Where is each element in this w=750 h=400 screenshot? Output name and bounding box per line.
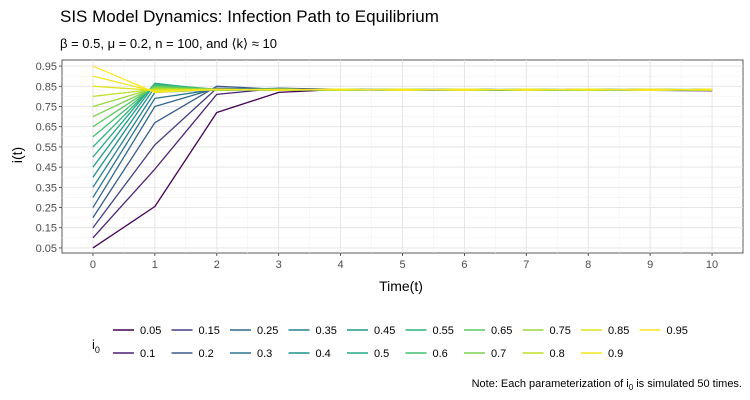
caption-after: is simulated 50 times.	[633, 378, 742, 390]
x-tick-label: 0	[90, 259, 96, 271]
subtitle-k-value: ≈ 10	[248, 36, 277, 51]
legend-label: 0.65	[491, 325, 512, 337]
y-tick-label: 0.85	[36, 81, 57, 93]
x-tick-labels: 0 1 2 3 4 5 6 7 8 9 10	[90, 259, 718, 271]
legend-title: i0	[92, 337, 100, 355]
x-axis-title: Time(t)	[379, 278, 423, 294]
x-tick-label: 6	[461, 259, 467, 271]
legend-label: 0.35	[316, 325, 337, 337]
y-tick-label: 0.45	[36, 162, 57, 174]
series-lines	[92, 65, 713, 249]
y-tick-label: 0.55	[36, 142, 57, 154]
x-tick-label: 10	[706, 259, 718, 271]
x-tick-label: 4	[338, 259, 344, 271]
subtitle-n: n = 100, and	[155, 36, 231, 51]
legend-label: 0.3	[257, 348, 272, 360]
y-tick-label: 0.05	[36, 243, 57, 255]
chart-subtitle: β = 0.5, μ = 0.2, n = 100, and ⟨k⟩ ≈ 10	[60, 36, 277, 51]
x-tick-label: 7	[523, 259, 529, 271]
x-tick-label: 9	[647, 259, 653, 271]
caption-sub: 0	[629, 383, 634, 392]
subtitle-mu: μ = 0.2,	[108, 36, 156, 51]
x-tick-label: 1	[152, 259, 158, 271]
y-tick-label: 0.65	[36, 122, 57, 134]
x-tick-label: 3	[276, 259, 282, 271]
legend-label: 0.6	[433, 348, 448, 360]
subtitle-k-open: ⟨	[231, 36, 236, 51]
y-tick-label: 0.25	[36, 203, 57, 215]
series-line-0-95	[92, 65, 713, 93]
legend-label: 0.7	[491, 348, 506, 360]
legend-label: 0.9	[608, 348, 623, 360]
y-axis-title: i(t)	[9, 147, 25, 163]
legend-label: 0.25	[257, 325, 278, 337]
y-tick-label: 0.95	[36, 61, 57, 73]
x-tick-label: 8	[585, 259, 591, 271]
x-tick-label: 2	[214, 259, 220, 271]
caption-before: Note: Each parameterization of i	[472, 378, 629, 390]
caption: Note: Each parameterization of i0 is sim…	[472, 378, 742, 392]
subtitle-k: k	[237, 36, 244, 51]
legend-items: 0.05 0.1 0.15 0.2 0.25 0.3 0.35 0.4 0.45 0.5 0.55 0…	[113, 325, 688, 360]
legend-label: 0.05	[140, 325, 161, 337]
y-tick-label: 0.15	[36, 223, 57, 235]
legend-label: 0.4	[316, 348, 331, 360]
legend-label: 0.85	[608, 325, 629, 337]
legend-label: 0.15	[199, 325, 220, 337]
legend-label: 0.8	[550, 348, 565, 360]
legend-label: 0.5	[374, 348, 389, 360]
y-tick-labels: 0.05 0.15 0.25 0.35 0.45 0.55 0.65 0.75 0.85 0.95	[36, 61, 57, 255]
y-tick-label: 0.75	[36, 101, 57, 113]
legend-label: 0.95	[667, 325, 688, 337]
legend: i0 0.050.10.150.20.250.30.350.40.450.50.…	[92, 325, 688, 360]
legend-label: 0.75	[550, 325, 571, 337]
legend-label: 0.55	[433, 325, 454, 337]
x-tick-label: 5	[399, 259, 405, 271]
legend-title-sub: 0	[95, 345, 100, 355]
legend-label: 0.1	[140, 348, 155, 360]
legend-label: 0.2	[199, 348, 214, 360]
legend-title-main: i	[92, 337, 95, 352]
subtitle-k-close: ⟩	[243, 36, 248, 51]
subtitle-beta: β = 0.5,	[60, 36, 108, 51]
chart-title: SIS Model Dynamics: Infection Path to Eq…	[60, 7, 439, 26]
y-tick-label: 0.35	[36, 182, 57, 194]
axis-ticks	[59, 65, 713, 256]
legend-label: 0.45	[374, 325, 395, 337]
